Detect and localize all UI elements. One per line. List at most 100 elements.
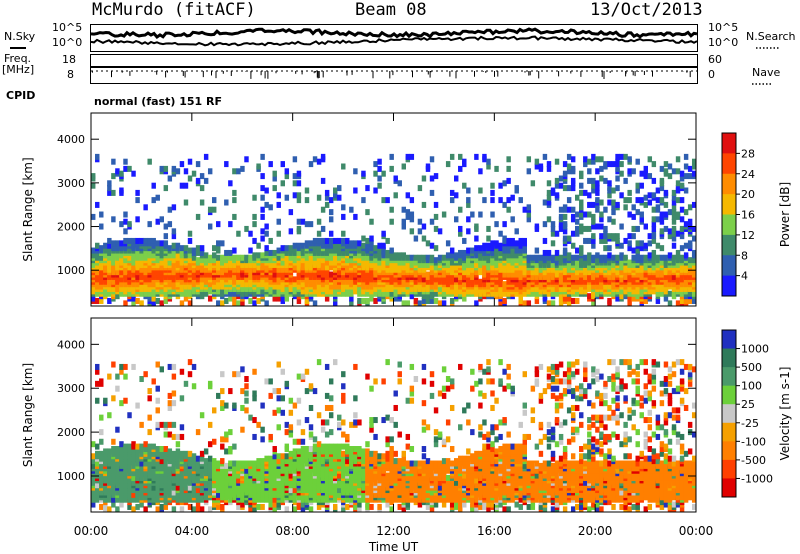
power-cell [389,153,394,160]
velocity-cell [147,460,152,467]
power-cell [506,177,511,184]
velocity-cell [220,436,225,443]
power-cell [433,257,439,264]
power-cell [135,237,140,244]
velocity-cell [159,458,164,465]
velocity-cell [199,455,205,462]
power-cell [373,297,378,304]
velocity-cell [95,368,100,375]
power-cell [445,240,451,247]
power-cell [357,285,362,292]
power-cell [276,218,281,225]
power-cell [199,185,205,192]
power-cell [292,156,298,163]
power-cell [449,153,455,160]
power-cell [377,165,382,172]
power-cell [232,197,237,204]
power-cell [627,300,632,307]
power-cell [175,271,181,278]
power-cell [506,197,511,204]
velocity-cell [187,450,193,457]
ytick-label: 1000 [57,264,85,277]
velocity-cell [232,470,237,477]
velocity-cell [115,426,120,433]
power-cell [619,161,624,168]
power-cell [631,233,636,240]
power-cell [228,295,233,302]
power-cell [635,240,640,247]
power-cell [691,235,697,242]
velocity-cell [304,388,310,395]
power-cell [558,206,564,213]
velocity-cell [300,373,306,380]
velocity-cell [127,443,132,450]
power-cell [115,285,120,292]
power-cell [615,158,620,165]
velocity-cell [288,431,294,438]
velocity-cell [95,363,100,370]
velocity-cell [260,426,265,433]
power-cell [611,209,616,216]
power-cell [462,237,467,244]
power-cell [119,221,124,228]
station-title: McMurdo (fitACF) [92,0,256,20]
power-cell [199,249,205,256]
power-cell [679,170,685,177]
velocity-cell [288,424,294,431]
power-cell [554,283,560,290]
velocity-cell [103,448,108,455]
power-cell [627,233,632,240]
power-cell [212,206,217,213]
power-cell [554,182,560,189]
power-cell [252,213,257,220]
power-cell [603,230,608,237]
power-cell [659,185,665,192]
power-cell [437,228,443,235]
velocity-cell [151,378,156,385]
velocity-cell [163,479,169,486]
power-cell [111,189,116,196]
power-cell [284,245,290,252]
power-cell [155,194,160,201]
freq-tick-bottom: 8 [67,68,74,81]
power-cell [333,254,338,261]
power-cell [397,252,402,259]
power-cell [292,180,298,187]
power-cell [349,240,354,247]
power-cell [300,242,306,249]
power-cell [466,266,471,273]
power-cell [232,295,237,302]
power-cell [405,209,411,216]
power-cell [647,199,653,206]
power-cell [691,163,697,170]
power-cell [425,240,431,247]
power-cell [478,168,483,175]
power-cell [433,225,439,232]
velocity-cell [191,383,197,390]
power-cell [401,300,406,307]
power-cell [615,175,620,182]
power-cell [377,242,382,249]
velocity-cell [111,438,116,445]
power-cell [631,247,636,254]
power-cell [659,211,665,218]
power-cell [421,223,427,230]
velocity-cell [123,443,128,450]
velocity-cell [296,419,302,426]
power-cell [627,211,632,218]
power-cell [260,206,265,213]
velocity-cell [288,409,294,416]
power-cell [679,216,685,223]
power-cell [131,170,136,177]
velocity-cell [252,460,257,467]
velocity-cell [99,414,104,421]
power-cell [655,197,661,204]
power-cell [518,197,523,204]
power-cell [417,254,423,261]
power-cell [216,240,221,247]
power-cell [292,173,298,180]
power-cell [631,204,636,211]
velocity-cell [115,385,120,392]
power-cell [107,237,112,244]
power-cell [393,175,398,182]
